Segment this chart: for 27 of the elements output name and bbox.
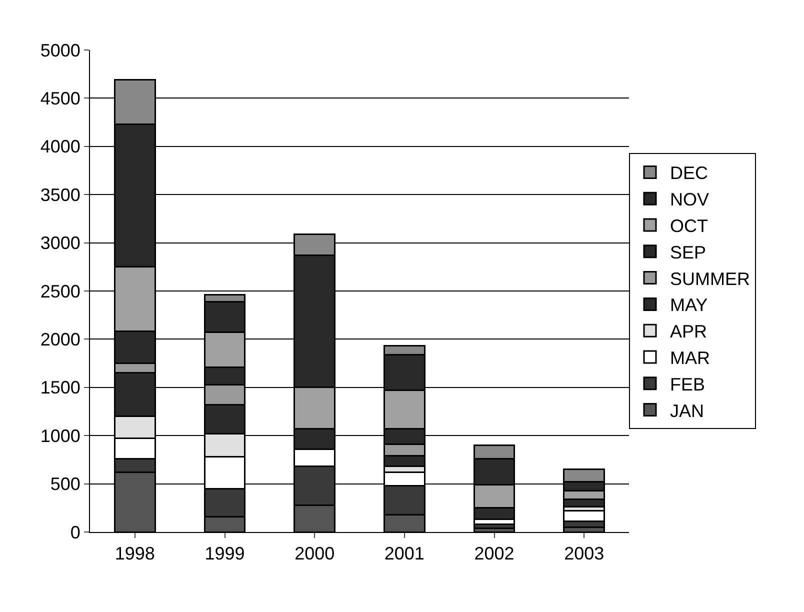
y-tick-label: 0 <box>70 522 80 542</box>
legend-label: APR <box>670 322 708 342</box>
legend-label: NOV <box>670 190 710 210</box>
legend-label: MAY <box>670 295 708 316</box>
x-tick-label: 2000 <box>294 544 335 564</box>
legend-label: FEB <box>670 374 706 394</box>
x-tick-label: 2001 <box>384 544 424 564</box>
y-tick-label: 1000 <box>40 426 80 446</box>
legend-label: SUMMER <box>670 268 750 289</box>
y-tick-label: 3000 <box>40 233 80 254</box>
y-tick-label: 2000 <box>40 330 80 350</box>
x-tick-label: 2003 <box>564 544 604 564</box>
y-tick-label: 5000 <box>40 40 80 60</box>
legend-label: OCT <box>670 216 708 236</box>
legend-label: MAR <box>670 348 710 368</box>
legend-label: JAN <box>670 400 704 421</box>
y-tick-label: 4000 <box>40 136 80 157</box>
x-tick-label: 1999 <box>204 544 245 564</box>
y-tick-label: 500 <box>50 474 80 494</box>
legend-label: SEP <box>670 242 706 262</box>
y-tick-label: 1500 <box>40 378 80 398</box>
x-tick-label: 1998 <box>114 544 155 564</box>
x-tick-label: 2002 <box>474 544 514 564</box>
y-tick-label: 3500 <box>40 184 80 205</box>
y-tick-label: 2500 <box>40 281 80 302</box>
legend-label: DEC <box>670 163 708 184</box>
y-tick-label: 4500 <box>40 88 80 108</box>
